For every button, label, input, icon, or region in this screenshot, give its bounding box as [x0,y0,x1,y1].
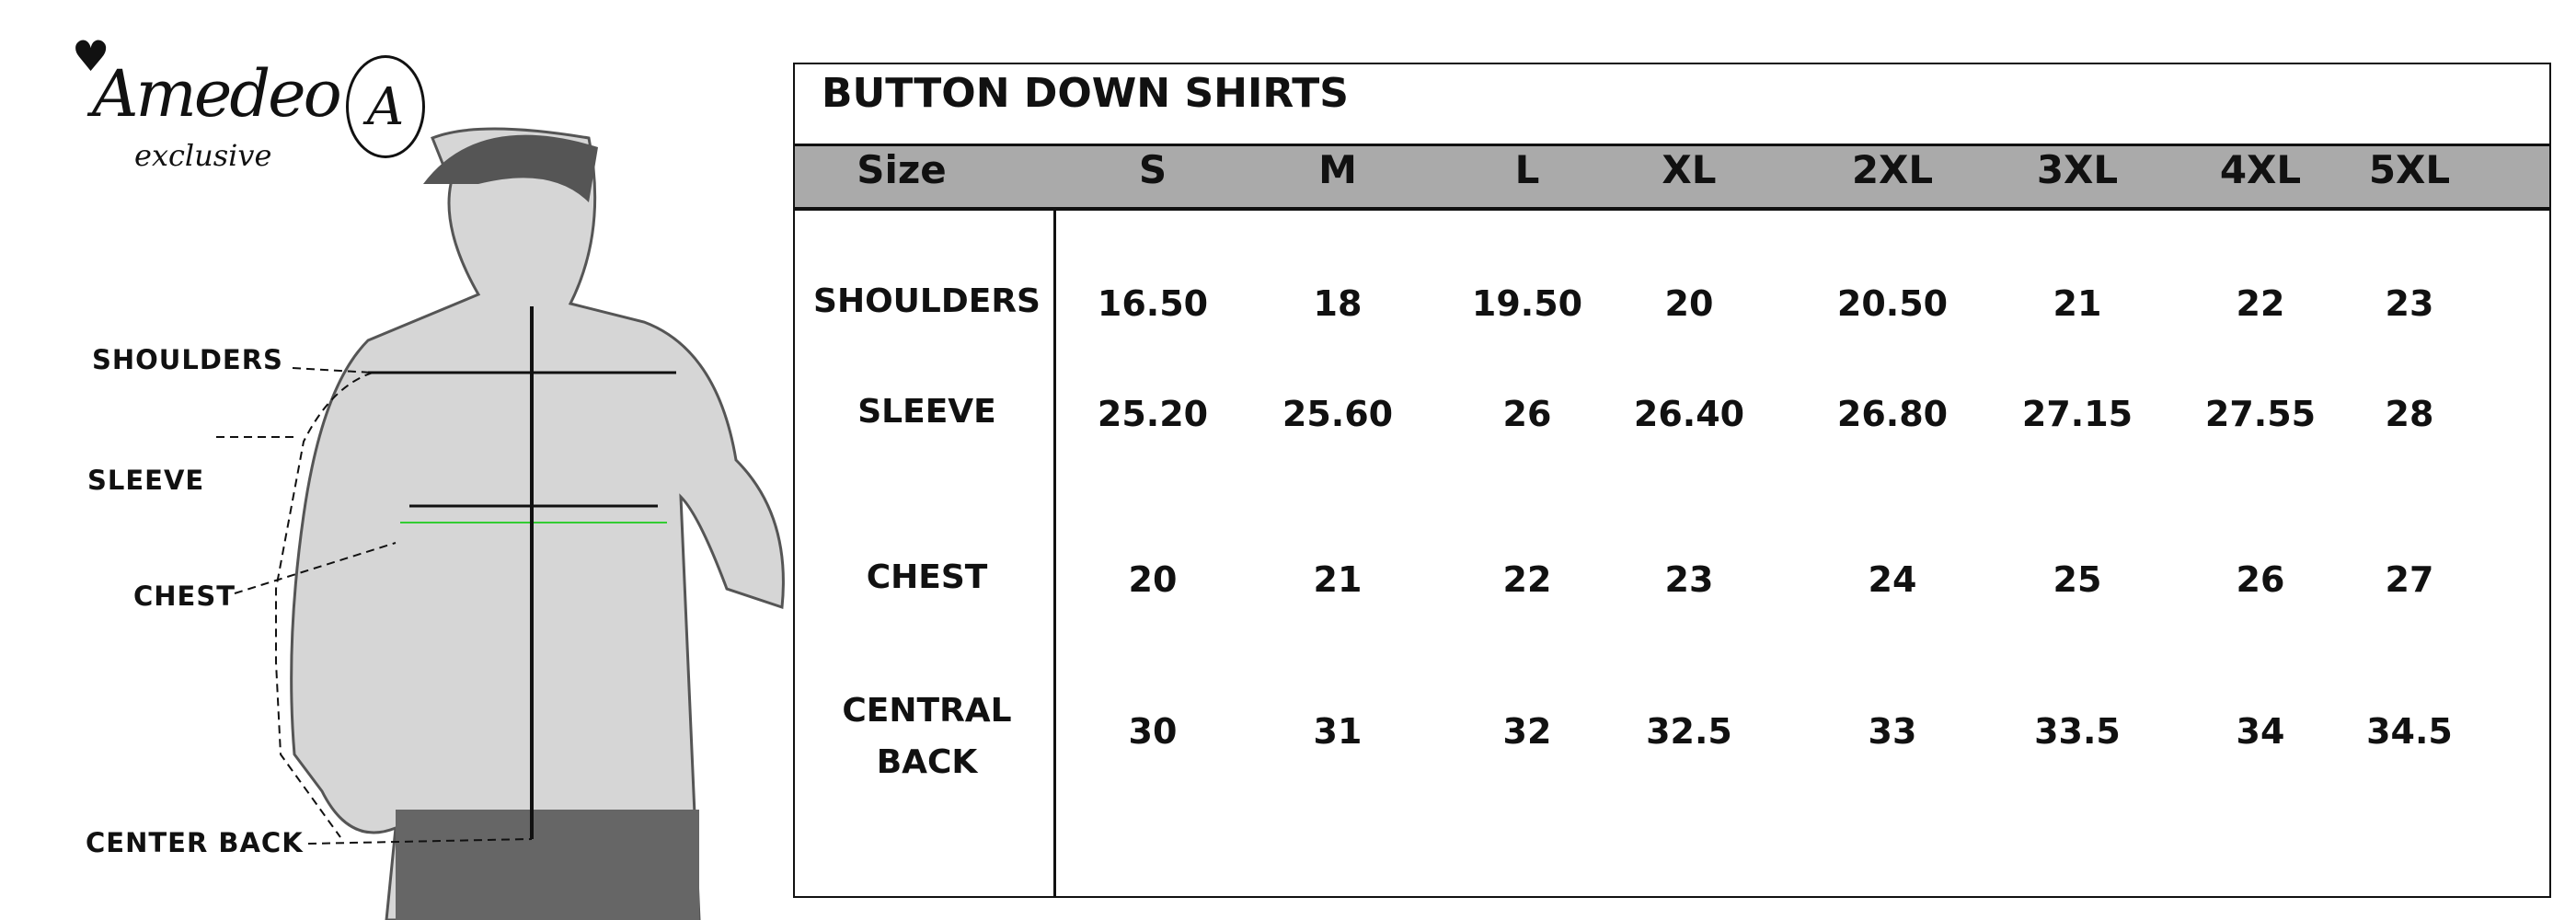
table-cell: 26.40 [1633,394,1745,434]
table-cell: 23 [2385,283,2434,324]
table-cell: 32 [1502,711,1552,752]
table-cell: 18 [1313,283,1363,324]
size-header-5xl: 5XL [2368,147,2451,192]
size-header-3xl: 3XL [2036,147,2119,192]
table-cell: 23 [1664,559,1714,600]
table-cell: 22 [2236,283,2285,324]
table-cell: 21 [1313,559,1363,600]
table-cell: 27.15 [2021,394,2133,434]
table-cell: 21 [2053,283,2102,324]
table-cell: 34 [2236,711,2285,752]
monogram-logo: A [346,55,425,158]
brand-name: Amedeo [92,56,342,132]
table-cell: 33.5 [2034,711,2121,752]
size-header-4xl: 4XL [2219,147,2302,192]
row-label: SLEEVE [857,393,996,431]
leader-lines [216,367,533,845]
size-header-l: L [1514,147,1540,192]
size-header-2xl: 2XL [1851,147,1934,192]
model-illustration [216,127,785,920]
diagram-label-chest: CHEST [133,581,236,612]
table-cell: 25 [2053,559,2102,600]
table-cell: 19.50 [1471,283,1583,324]
row-label: CENTRAL BACK [842,692,1012,781]
table-cell: 33 [1868,711,1917,752]
heart-icon: ♥ [72,31,110,81]
diagram-label-sleeve: SLEEVE [87,465,205,496]
table-cell: 34.5 [2366,711,2453,752]
row-label: CHEST [866,558,988,596]
diagram-label-shoulders: SHOULDERS [92,344,283,375]
table-cell: 20.50 [1836,283,1949,324]
table-title: BUTTON DOWN SHIRTS [822,70,1349,117]
table-cell: 28 [2385,394,2434,434]
table-cell: 24 [1868,559,1917,600]
table-cell: 26 [2236,559,2285,600]
size-header-label: Size [857,147,947,192]
table-cell: 32.5 [1646,711,1732,752]
table-cell: 27.55 [2204,394,2317,434]
table-cell: 31 [1313,711,1363,752]
table-cell: 25.20 [1097,394,1209,434]
row-label: SHOULDERS [813,282,1041,320]
table-cell: 27 [2385,559,2434,600]
table-cell: 16.50 [1097,283,1209,324]
table-cell: 22 [1502,559,1552,600]
table-cell: 25.60 [1282,394,1394,434]
diagram-label-center-back: CENTER BACK [86,827,304,858]
size-header-s: S [1138,147,1167,192]
size-header-xl: XL [1662,147,1717,192]
table-cell: 26 [1502,394,1552,434]
table-cell: 26.80 [1836,394,1949,434]
size-chart-table [793,63,2551,898]
brand-tagline: exclusive [134,138,272,173]
size-header-m: M [1318,147,1357,192]
table-cell: 20 [1664,283,1714,324]
table-cell: 30 [1128,711,1178,752]
sleeve-leader-line [275,372,374,838]
table-cell: 20 [1128,559,1178,600]
column-divider [1053,208,1056,898]
size-header-row [795,144,2549,211]
